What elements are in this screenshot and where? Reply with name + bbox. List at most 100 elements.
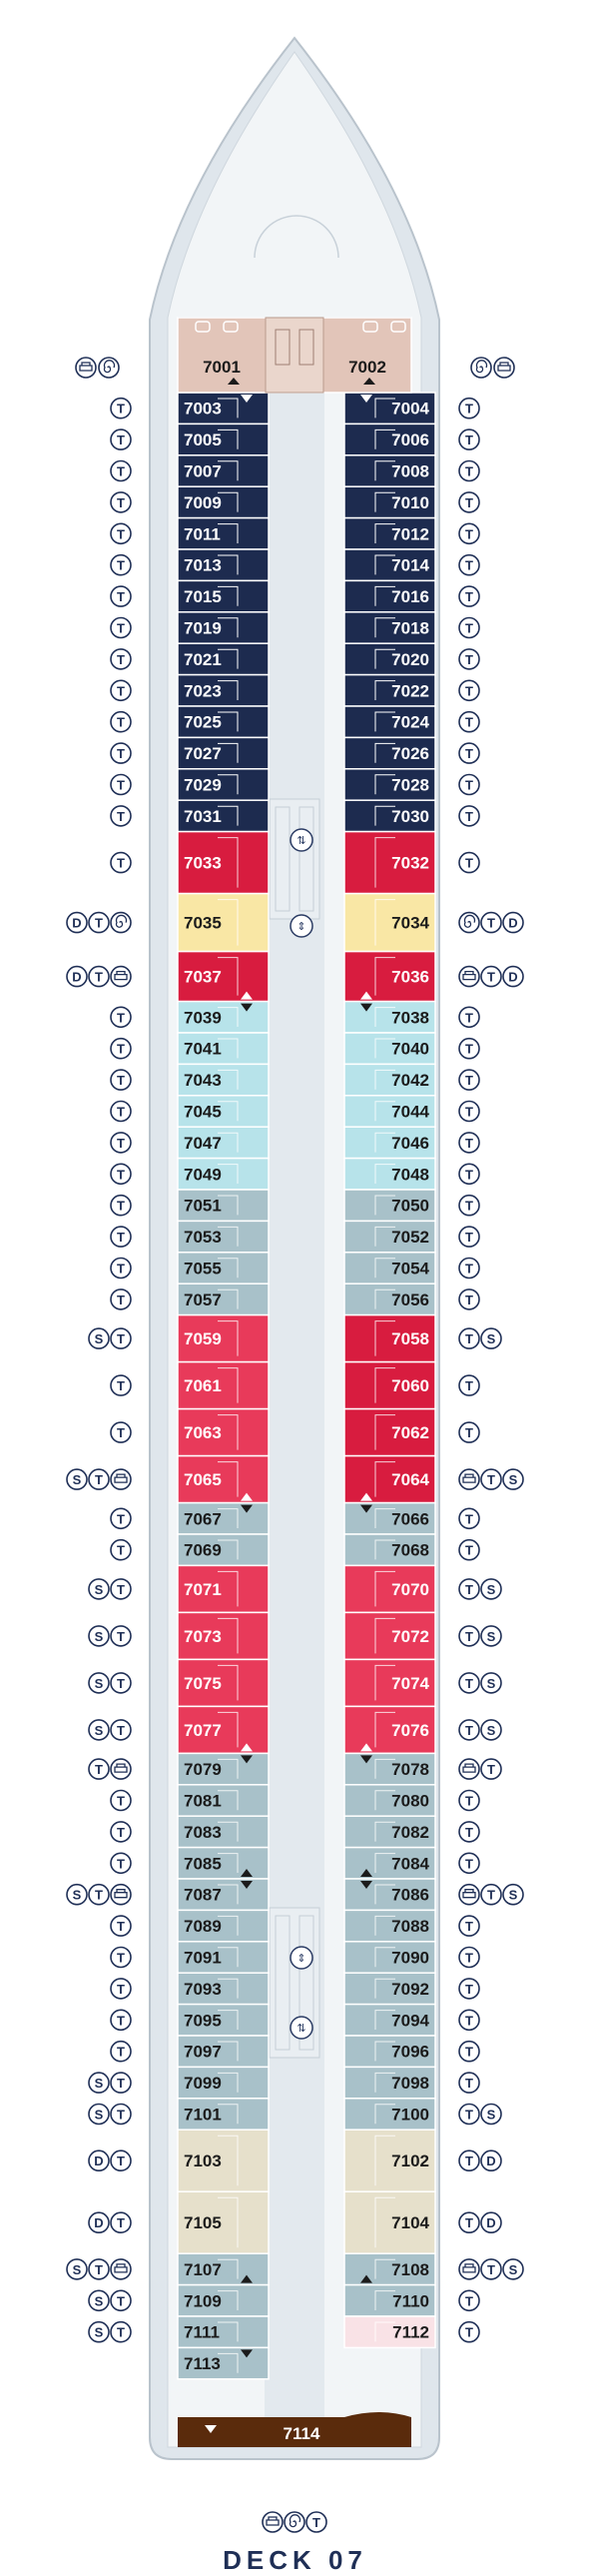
cabin-7076-fill[interactable] — [343, 1705, 436, 1755]
cabin-7094-fill[interactable] — [343, 2003, 436, 2037]
cabin-7086[interactable]: 7086 — [343, 1878, 436, 1912]
cabin-7080-fill[interactable] — [343, 1784, 436, 1817]
cabin-7069-fill[interactable] — [177, 1533, 270, 1567]
cabin-7037[interactable]: 7037 — [177, 950, 270, 1003]
cabin-7062-fill[interactable] — [343, 1407, 436, 1457]
cabin-7055[interactable]: 7055 — [177, 1252, 270, 1285]
cabin-7013-fill[interactable] — [177, 548, 270, 582]
cabin-7105-fill[interactable] — [177, 2190, 270, 2254]
cabin-7006-fill[interactable] — [343, 423, 436, 456]
cabin-7098[interactable]: 7098 — [343, 2066, 436, 2100]
cabin-7018[interactable]: 7018 — [343, 611, 436, 644]
cabin-7095-fill[interactable] — [177, 2003, 270, 2037]
cabin-7085[interactable]: 7085 — [177, 1846, 270, 1880]
cabin-7042[interactable]: 7042 — [343, 1063, 436, 1097]
cabin-7065[interactable]: 7065 — [177, 1454, 270, 1504]
cabin-7082[interactable]: 7082 — [343, 1815, 436, 1849]
cabin-7090[interactable]: 7090 — [343, 1941, 436, 1974]
cabin-7077[interactable]: 7077 — [177, 1705, 270, 1755]
cabin-7049-fill[interactable] — [177, 1157, 270, 1191]
cabin-7112[interactable]: 7112 — [343, 2315, 436, 2349]
cabin-7003-fill[interactable] — [177, 392, 270, 426]
cabin-7092-fill[interactable] — [343, 1972, 436, 2006]
cabin-7099[interactable]: 7099 — [177, 2066, 270, 2100]
cabin-7033[interactable]: 7033 — [177, 830, 270, 895]
cabin-7112-fill[interactable] — [343, 2315, 436, 2349]
cabin-7007[interactable]: 7007 — [177, 454, 270, 487]
cabin-7060[interactable]: 7060 — [343, 1360, 436, 1410]
cabin-7022-fill[interactable] — [343, 673, 436, 707]
cabin-7063[interactable]: 7063 — [177, 1407, 270, 1457]
cabin-7047[interactable]: 7047 — [177, 1126, 270, 1160]
cabin-7027[interactable]: 7027 — [177, 736, 270, 770]
cabin-7004[interactable]: 7004 — [343, 392, 436, 426]
cabin-7054[interactable]: 7054 — [343, 1252, 436, 1285]
cabin-7006[interactable]: 7006 — [343, 423, 436, 456]
cabin-7090-fill[interactable] — [343, 1941, 436, 1974]
cabin-7083[interactable]: 7083 — [177, 1815, 270, 1849]
cabin-7109-fill[interactable] — [177, 2283, 270, 2317]
cabin-7057[interactable]: 7057 — [177, 1283, 270, 1316]
cabin-7045[interactable]: 7045 — [177, 1095, 270, 1128]
cabin-7086-fill[interactable] — [343, 1878, 436, 1912]
cabin-7092[interactable]: 7092 — [343, 1972, 436, 2006]
cabin-7013[interactable]: 7013 — [177, 548, 270, 582]
cabin-7107-fill[interactable] — [177, 2252, 270, 2286]
cabin-7075[interactable]: 7075 — [177, 1658, 270, 1708]
cabin-7110[interactable]: 7110 — [343, 2283, 436, 2317]
cabin-7096[interactable]: 7096 — [343, 2035, 436, 2069]
cabin-7070[interactable]: 7070 — [343, 1564, 436, 1614]
cabin-7089[interactable]: 7089 — [177, 1909, 270, 1943]
cabin-7059-fill[interactable] — [177, 1313, 270, 1363]
cabin-7068[interactable]: 7068 — [343, 1533, 436, 1567]
cabin-7108[interactable]: 7108 — [343, 2252, 436, 2286]
cabin-7025-fill[interactable] — [177, 705, 270, 739]
cabin-7047-fill[interactable] — [177, 1126, 270, 1160]
cabin-7015[interactable]: 7015 — [177, 579, 270, 613]
cabin-7015-fill[interactable] — [177, 579, 270, 613]
cabin-7072-fill[interactable] — [343, 1611, 436, 1661]
cabin-7035[interactable]: 7035 — [177, 892, 270, 953]
cabin-7075-fill[interactable] — [177, 1658, 270, 1708]
cabin-7084[interactable]: 7084 — [343, 1846, 436, 1880]
cabin-7087[interactable]: 7087 — [177, 1878, 270, 1912]
cabin-7032-fill[interactable] — [343, 830, 436, 895]
cabin-7091-fill[interactable] — [177, 1941, 270, 1974]
cabin-7044-fill[interactable] — [343, 1095, 436, 1128]
cabin-7026-fill[interactable] — [343, 736, 436, 770]
cabin-7104-fill[interactable] — [343, 2190, 436, 2254]
cabin-7082-fill[interactable] — [343, 1815, 436, 1849]
cabin-7097-fill[interactable] — [177, 2035, 270, 2069]
cabin-7076[interactable]: 7076 — [343, 1705, 436, 1755]
cabin-7093-fill[interactable] — [177, 1972, 270, 2006]
cabin-7067[interactable]: 7067 — [177, 1501, 270, 1535]
cabin-7061[interactable]: 7061 — [177, 1360, 270, 1410]
cabin-7081-fill[interactable] — [177, 1784, 270, 1817]
cabin-7077-fill[interactable] — [177, 1705, 270, 1755]
cabin-7018-fill[interactable] — [343, 611, 436, 644]
cabin-7065-fill[interactable] — [177, 1454, 270, 1504]
cabin-7073[interactable]: 7073 — [177, 1611, 270, 1661]
cabin-7012-fill[interactable] — [343, 516, 436, 550]
cabin-7098-fill[interactable] — [343, 2066, 436, 2100]
cabin-7050-fill[interactable] — [343, 1189, 436, 1223]
cabin-7009[interactable]: 7009 — [177, 485, 270, 519]
cabin-7113-fill[interactable] — [177, 2346, 270, 2380]
cabin-7012[interactable]: 7012 — [343, 516, 436, 550]
cabin-7081[interactable]: 7081 — [177, 1784, 270, 1817]
cabin-7021[interactable]: 7021 — [177, 642, 270, 676]
cabin-7011-fill[interactable] — [177, 516, 270, 550]
cabin-7080[interactable]: 7080 — [343, 1784, 436, 1817]
cabin-7058[interactable]: 7058 — [343, 1313, 436, 1363]
cabin-7020[interactable]: 7020 — [343, 642, 436, 676]
cabin-7037-fill[interactable] — [177, 950, 270, 1003]
cabin-7059[interactable]: 7059 — [177, 1313, 270, 1363]
cabin-7107[interactable]: 7107 — [177, 2252, 270, 2286]
cabin-7054-fill[interactable] — [343, 1252, 436, 1285]
cabin-7088[interactable]: 7088 — [343, 1909, 436, 1943]
cabin-7064[interactable]: 7064 — [343, 1454, 436, 1504]
cabin-7071[interactable]: 7071 — [177, 1564, 270, 1614]
cabin-7071-fill[interactable] — [177, 1564, 270, 1614]
cabin-7027-fill[interactable] — [177, 736, 270, 770]
cabin-7040-fill[interactable] — [343, 1032, 436, 1066]
